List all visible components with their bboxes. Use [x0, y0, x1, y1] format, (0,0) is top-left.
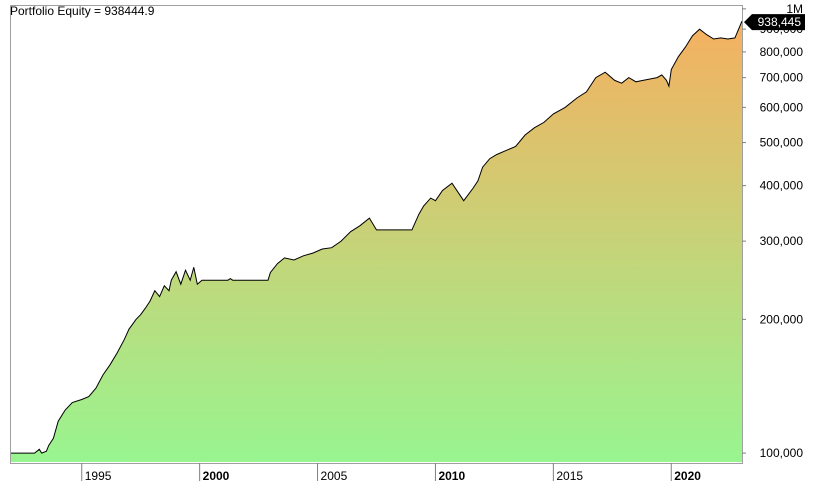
equity-line	[11, 20, 742, 454]
x-tick-label: 2000	[203, 469, 230, 483]
last-value-badge: 938,445	[744, 14, 805, 31]
y-tick-label: 700,000	[760, 71, 804, 85]
equity-area	[11, 21, 742, 462]
x-tick-label: 2010	[438, 469, 465, 483]
y-tick-label: 300,000	[760, 234, 804, 248]
y-tick-label: 400,000	[760, 179, 804, 193]
x-tick-label: 1995	[85, 469, 112, 483]
x-tick-label: 2015	[556, 469, 583, 483]
y-tick-label: 600,000	[760, 100, 804, 114]
x-tick-label: 2020	[674, 469, 701, 483]
y-tick-label: 800,000	[760, 45, 804, 59]
y-axis: 100,000 200,000 300,000 400,000 500,000 600,0…	[742, 2, 803, 460]
y-tick-label: 500,000	[760, 136, 804, 150]
y-tick-label: 1M	[786, 2, 803, 16]
last-value-label: 938,445	[758, 15, 802, 29]
x-axis: 1995 2000 2005 2010 2015 2020	[81, 463, 701, 483]
last-value-badge-shape	[744, 14, 805, 31]
chart-title: Portfolio Equity = 938444.9	[10, 4, 155, 18]
x-tick-label: 2005	[321, 469, 348, 483]
y-tick-label: 100,000	[760, 446, 804, 460]
plot-frame	[10, 5, 743, 464]
y-tick-label: 200,000	[760, 312, 804, 326]
